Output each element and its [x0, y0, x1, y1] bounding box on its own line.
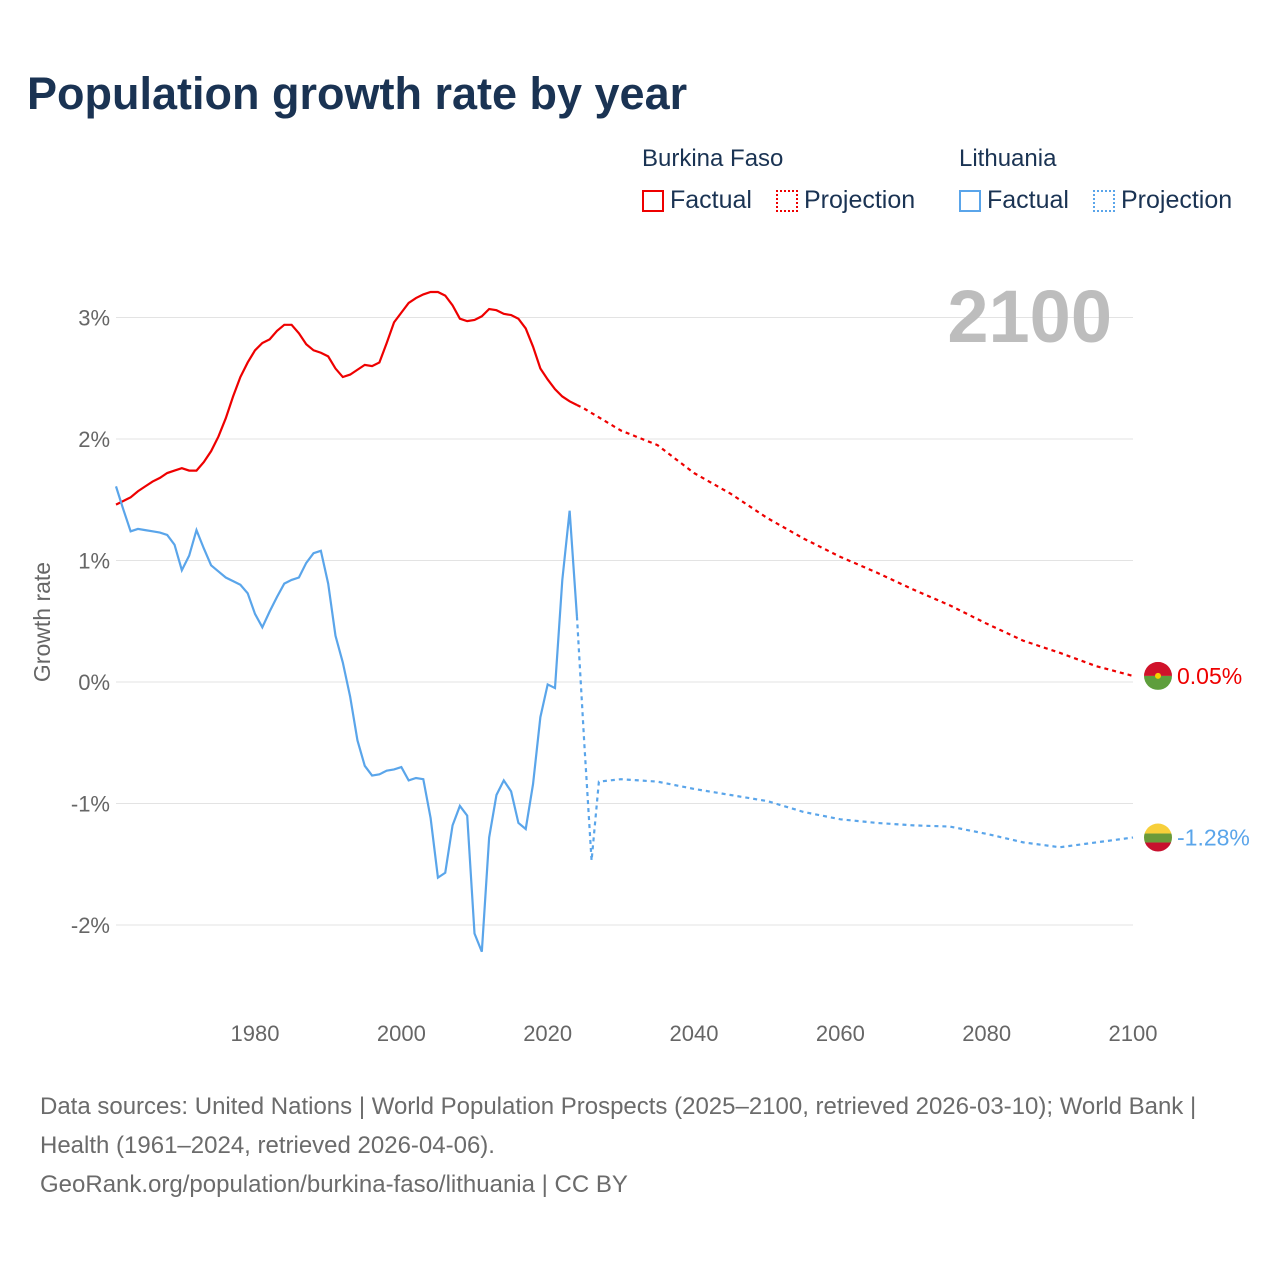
legend-lithuania-projection[interactable]: Projection	[1093, 186, 1232, 215]
x-tick-label: 2020	[523, 1021, 572, 1046]
current-year-label: 2100	[947, 275, 1112, 358]
y-tick-label: 2%	[78, 427, 110, 452]
lithuania-factual-line	[114, 486, 579, 953]
x-tick-label: 2080	[962, 1021, 1011, 1046]
legend-swatch-solid	[642, 189, 664, 212]
legend-burkina-projection[interactable]: Projection	[776, 186, 915, 215]
y-tick-label: 1%	[78, 549, 110, 574]
lithuania-projection-line	[575, 616, 1134, 861]
y-tick-label: -1%	[71, 792, 110, 817]
x-tick-label: 1980	[231, 1021, 280, 1046]
legend-group-lithuania: Lithuania	[959, 145, 1057, 172]
x-tick-label: 2100	[1109, 1021, 1158, 1046]
lithuania-flag-icon	[1144, 823, 1172, 852]
legend-burkina-factual[interactable]: Factual	[642, 186, 752, 215]
burkina-faso-end-value-label: 0.05%	[1177, 663, 1242, 689]
y-tick-label: 0%	[78, 670, 110, 695]
line-chart: 3% 2% 1% 0% -1% -2% 1980 2000 2020 2040 2060 2080 21…	[29, 275, 1250, 1046]
page-title: Population growth rate by year	[27, 68, 688, 119]
y-tick-label: -2%	[71, 913, 110, 938]
source-note: Data sources: United Nations | World Pop…	[40, 1087, 1240, 1204]
legend-label: Factual	[987, 186, 1069, 214]
y-axis-label: Growth rate	[29, 562, 55, 682]
x-tick-label: 2060	[816, 1021, 865, 1046]
legend-lithuania-factual[interactable]: Factual	[959, 186, 1069, 215]
legend-label: Projection	[804, 186, 916, 214]
x-tick-label: 2040	[670, 1021, 719, 1046]
burkina-faso-factual-line	[115, 290, 578, 506]
legend-swatch-dotted	[776, 189, 798, 212]
x-tick-label: 2000	[377, 1021, 426, 1046]
legend-label: Projection	[1121, 186, 1233, 214]
burkina-faso-flag-icon	[1144, 661, 1172, 690]
burkina-faso-projection-line	[576, 403, 1134, 677]
legend-label: Factual	[670, 186, 752, 214]
attribution-link[interactable]: GeoRank.org/population/burkina-faso/lith…	[40, 1171, 628, 1198]
legend-group-burkina-faso: Burkina Faso	[642, 145, 784, 172]
legend-swatch-solid	[959, 189, 981, 212]
data-sources-text: Data sources: United Nations | World Pop…	[40, 1093, 1197, 1159]
legend-swatch-dotted	[1093, 189, 1115, 212]
y-tick-label: 3%	[78, 306, 110, 331]
lithuania-end-value-label: -1.28%	[1177, 825, 1250, 851]
